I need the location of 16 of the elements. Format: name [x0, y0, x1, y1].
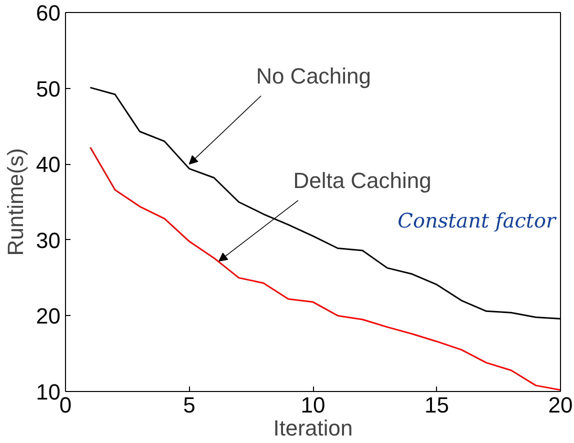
- y-tick-label: 30: [36, 228, 61, 253]
- y-tick-label: 50: [36, 76, 61, 102]
- y-axis-title: Runtime(s): [3, 148, 28, 256]
- x-tick-label: 0: [59, 392, 72, 418]
- annotation: Constant factor: [398, 208, 557, 232]
- x-axis-title: Iteration: [273, 416, 353, 440]
- x-tick-label: 10: [300, 392, 326, 418]
- annotation: No Caching: [256, 63, 372, 88]
- y-tick-label: 60: [36, 0, 61, 26]
- x-tick-label: 20: [548, 392, 573, 418]
- y-tick-label: 20: [36, 304, 61, 329]
- line-series: [90, 146, 560, 391]
- x-tick-label: 5: [183, 392, 196, 418]
- annotation: Delta Caching: [293, 168, 432, 193]
- y-tick-label: 40: [36, 152, 61, 178]
- x-tick-label: 15: [424, 392, 449, 418]
